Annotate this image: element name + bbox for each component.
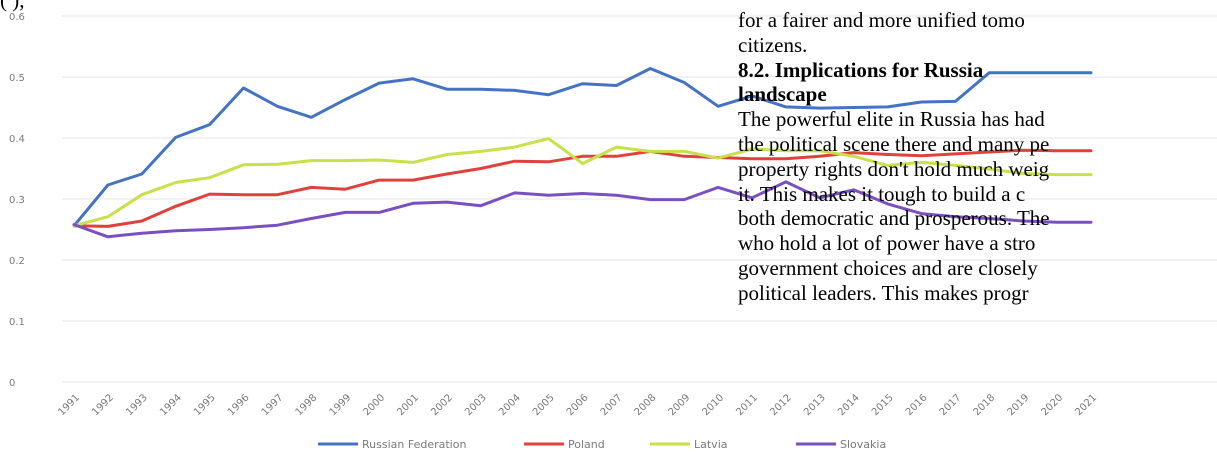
y-tick-label: 0.1 [9, 317, 25, 328]
x-tick-label: 2005 [531, 392, 557, 418]
x-tick-label: 1998 [294, 392, 320, 418]
x-tick-label: 2007 [599, 392, 625, 418]
x-tick-label: 2004 [497, 392, 523, 418]
y-tick-label: 0 [9, 378, 15, 389]
x-tick-label: 1993 [124, 392, 150, 418]
x-tick-label: 2009 [667, 392, 693, 418]
x-tick-label: 1996 [226, 392, 252, 418]
paragraph-line: citizens. [738, 32, 808, 57]
gridlines [62, 15, 1217, 383]
document-text-column: for a fairer and more unified tomo citize… [738, 0, 1217, 452]
y-tick-label: 0.2 [9, 256, 25, 267]
paragraph-line: both democratic and prosperous. The [738, 206, 1050, 231]
series-line [72, 180, 1093, 239]
x-tick-label: 2010 [700, 392, 726, 418]
y-axis-ticks: 0 0.1 0.2 0.3 0.4 0.5 0.6 [9, 12, 25, 389]
legend-label: Russian Federation [362, 438, 466, 451]
x-tick-label: 1999 [328, 392, 354, 418]
paragraph-line: it. This makes it tough to build a c [738, 181, 1026, 206]
legend-label: Latvia [694, 438, 728, 451]
paragraph-line: political leaders. This makes progr [738, 280, 1029, 305]
paragraph-line: the political scene there and many pe [738, 131, 1050, 156]
series-lines [72, 67, 1093, 239]
paragraph-line: who hold a lot of power have a stro [738, 231, 1036, 256]
y-tick-label: 0.5 [9, 73, 25, 84]
legend-label: Slovakia [840, 438, 886, 451]
x-tick-label: 2002 [429, 392, 455, 418]
x-tick-label: 2008 [633, 392, 659, 418]
paragraph-line: government choices and are closely [738, 255, 1038, 280]
y-tick-label: 0.3 [9, 195, 25, 206]
x-tick-label: 2000 [361, 392, 387, 418]
section-heading-line: landscape [738, 82, 827, 107]
series-line [72, 67, 1093, 228]
overflow-text-top-left: ( ), [0, 0, 25, 12]
x-tick-label: 1992 [90, 392, 116, 418]
x-tick-label: 1991 [56, 392, 82, 418]
x-tick-label: 2006 [565, 392, 591, 418]
x-tick-label: 1995 [192, 392, 218, 418]
x-tick-label: 1997 [260, 392, 286, 418]
x-tick-label: 2003 [463, 392, 489, 418]
legend-label: Poland [568, 438, 605, 451]
x-tick-label: 1994 [158, 392, 184, 418]
series-line [72, 148, 1093, 228]
y-tick-label: 0.4 [9, 134, 25, 145]
paragraph-line: for a fairer and more unified tomo [738, 8, 1025, 32]
paragraph-line: property rights don't hold much weig [738, 156, 1050, 181]
legend: Russian Federation Poland Latvia Slovakia [318, 438, 886, 451]
paragraph-line: The powerful elite in Russia has had [738, 107, 1045, 132]
y-tick-label: 0.6 [9, 12, 25, 23]
x-tick-label: 2001 [395, 392, 421, 418]
series-line [72, 137, 1093, 228]
section-heading-line: 8.2. Implications for Russia [738, 57, 984, 82]
